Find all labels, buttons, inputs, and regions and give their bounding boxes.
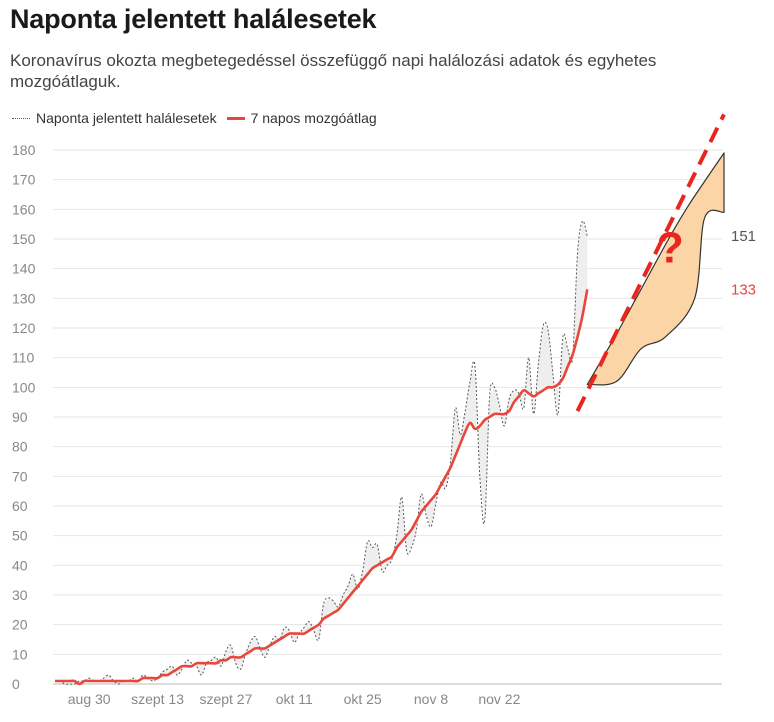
y-tick-label: 20 — [12, 617, 28, 633]
legend-swatch-daily — [12, 117, 30, 119]
band-area — [55, 221, 588, 684]
x-tick-label: szept 13 — [131, 691, 184, 707]
projection-area — [586, 152, 725, 386]
y-tick-label: 180 — [12, 142, 36, 158]
y-tick-label: 150 — [12, 231, 36, 247]
legend-item-daily: Naponta jelentett halálesetek — [12, 110, 217, 126]
y-tick-label: 140 — [12, 261, 36, 277]
y-tick-label: 70 — [12, 468, 28, 484]
y-tick-label: 170 — [12, 172, 36, 188]
y-tick-label: 120 — [12, 320, 36, 336]
end-label-daily: 151 — [731, 228, 756, 245]
y-tick-label: 10 — [12, 646, 28, 662]
x-tick-label: aug 30 — [68, 691, 111, 707]
chart-title: Naponta jelentett halálesetek — [10, 4, 377, 34]
series-layer — [54, 113, 726, 686]
y-tick-label: 50 — [12, 528, 28, 544]
y-tick-label: 130 — [12, 290, 36, 306]
y-tick-label: 100 — [12, 379, 36, 395]
legend-item-avg: 7 napos mozgóátlag — [226, 110, 377, 126]
projection-question-mark: ? — [657, 224, 684, 273]
series-line-daily — [54, 220, 588, 685]
x-tick-label: szept 27 — [199, 691, 252, 707]
series-line-avg — [54, 289, 589, 686]
y-tick-label: 40 — [12, 557, 28, 573]
band-layer — [55, 221, 588, 684]
x-tick-label: okt 25 — [344, 691, 382, 707]
y-tick-label: 0 — [12, 676, 20, 692]
label-layer: 151 133 — [731, 228, 756, 298]
grid-layer: 0 10 20 30 40 50 60 70 80 90 100 110 120 130 140 150 160… — [12, 142, 722, 707]
y-tick-label: 30 — [12, 587, 28, 603]
trend-dashed-line — [575, 113, 726, 412]
projection-layer: ? — [586, 152, 725, 386]
x-tick-label: nov 22 — [478, 691, 520, 707]
y-tick-label: 90 — [12, 409, 28, 425]
y-tick-label: 110 — [12, 350, 35, 366]
y-tick-label: 60 — [12, 498, 28, 514]
y-tick-label: 80 — [12, 439, 28, 455]
end-label-avg: 133 — [731, 281, 756, 298]
x-tick-label: okt 11 — [276, 691, 313, 707]
x-tick-label: nov 8 — [414, 691, 448, 707]
legend-label-daily: Naponta jelentett halálesetek — [36, 110, 217, 126]
legend-label-avg: 7 napos mozgóátlag — [250, 110, 377, 126]
legend-swatch-avg — [226, 116, 245, 120]
y-tick-label: 160 — [12, 201, 36, 217]
chart-legend: Naponta jelentett halálesetek 7 napos mo… — [12, 110, 387, 126]
chart-subtitle: Koronavírus okozta megbetegedéssel össze… — [10, 51, 657, 91]
